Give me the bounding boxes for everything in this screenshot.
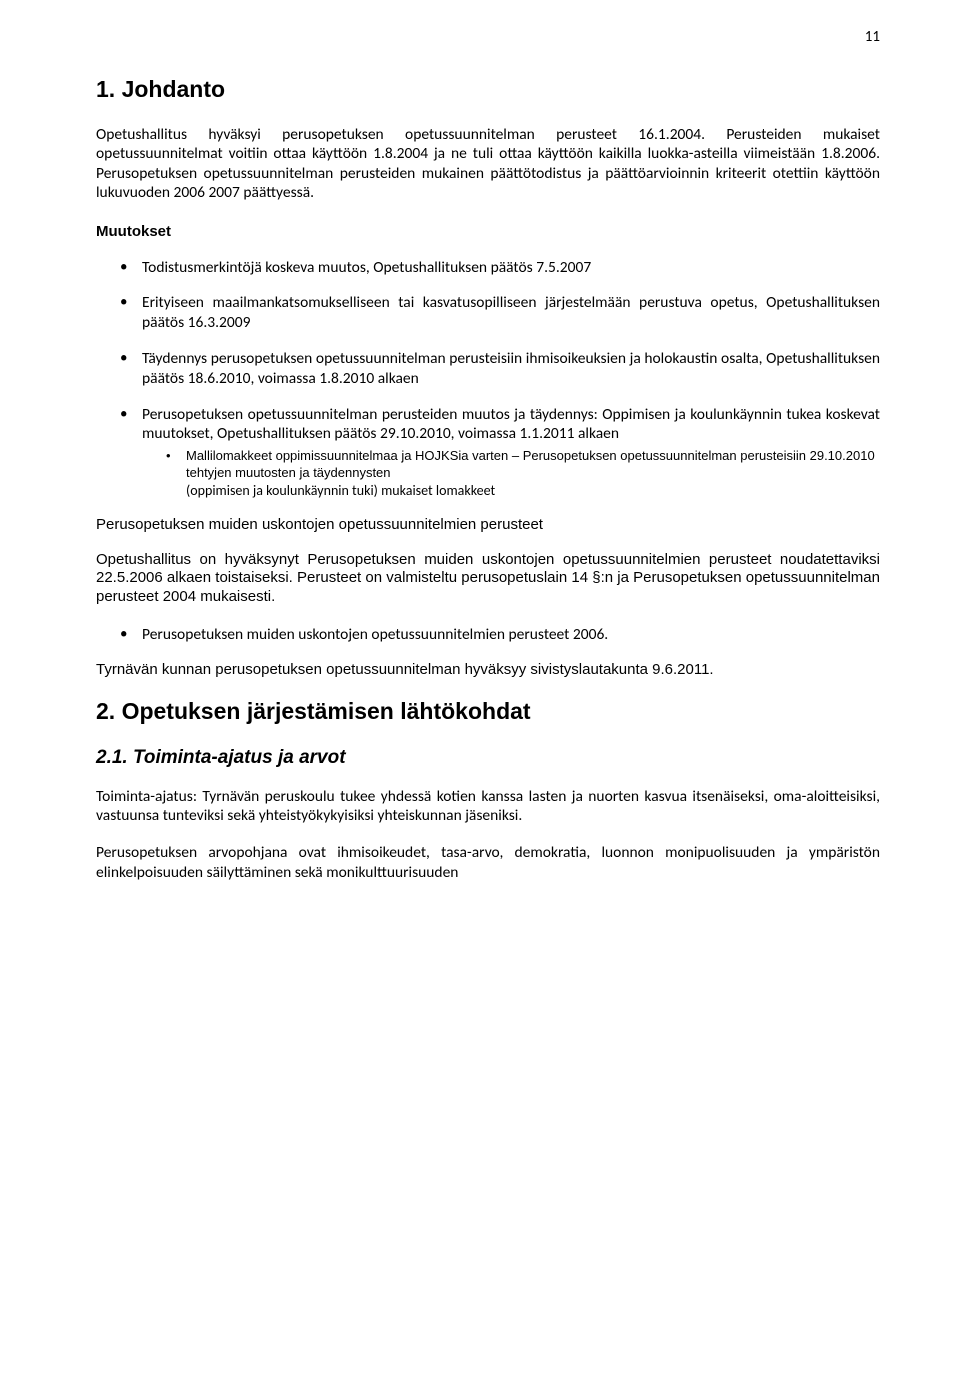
list-item: Perusopetuksen muiden uskontojen opetuss… [96,625,880,645]
nested-list-item: Mallilomakkeet oppimissuunnitelmaa ja HO… [142,448,880,482]
paragraph-toiminta: Toiminta-ajatus: Tyrnävän peruskoulu tuk… [96,787,880,826]
heading-section21: 2.1. Toiminta-ajatus ja arvot [96,747,880,769]
list-item: Todistusmerkintöjä koskeva muutos, Opetu… [96,258,880,278]
heading-section2: 2. Opetuksen järjestämisen lähtökohdat [96,698,880,725]
heading-johdanto: 1. Johdanto [96,76,880,103]
paragraph-arvopohja: Perusopetuksen arvopohjana ovat ihmisoik… [96,843,880,882]
paragraph-intro: Opetushallitus hyväksyi perusopetuksen o… [96,125,880,203]
list-item: Perusopetuksen opetussuunnitelman perust… [96,405,880,500]
nested-list-continuation: (oppimisen ja koulunkäynnin tuki) mukais… [142,482,880,500]
page-number: 11 [96,28,880,46]
document-page: 11 1. Johdanto Opetushallitus hyväksyi p… [0,0,960,912]
nested-bullet-list: Mallilomakkeet oppimissuunnitelmaa ja HO… [142,448,880,482]
list-item: Erityiseen maailmankatsomukselliseen tai… [96,293,880,333]
list-item: Täydennys perusopetuksen opetussuunnitel… [96,349,880,389]
bullet-list-muutokset: Todistusmerkintöjä koskeva muutos, Opetu… [96,258,880,500]
paragraph-tyrnava: Tyrnävän kunnan perusopetuksen opetussuu… [96,661,880,680]
list-item-text: Perusopetuksen opetussuunnitelman perust… [142,405,880,444]
bullet-list-muiden: Perusopetuksen muiden uskontojen opetuss… [96,625,880,645]
subheading-muutokset: Muutokset [96,223,880,240]
paragraph-muiden-heading: Perusopetuksen muiden uskontojen opetuss… [96,516,880,535]
paragraph-muiden-body: Opetushallitus on hyväksynyt Perusopetuk… [96,551,880,607]
